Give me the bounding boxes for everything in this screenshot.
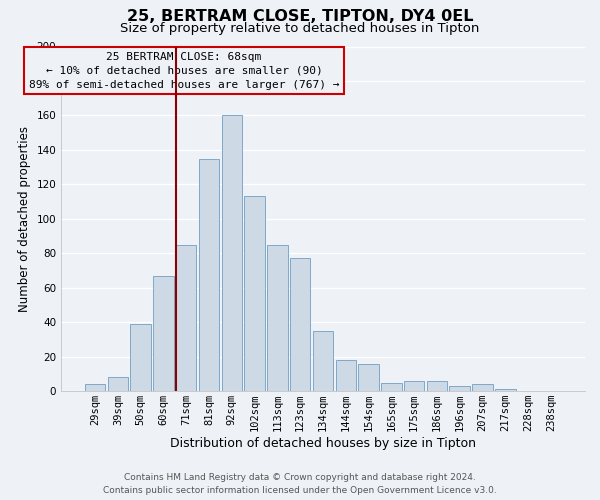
Bar <box>199 158 219 391</box>
Bar <box>244 196 265 391</box>
Bar <box>404 381 424 391</box>
Bar <box>130 324 151 391</box>
Text: Size of property relative to detached houses in Tipton: Size of property relative to detached ho… <box>121 22 479 35</box>
Bar <box>472 384 493 391</box>
Bar <box>381 382 401 391</box>
Bar <box>290 258 310 391</box>
Bar <box>313 331 333 391</box>
Text: 25 BERTRAM CLOSE: 68sqm
← 10% of detached houses are smaller (90)
89% of semi-de: 25 BERTRAM CLOSE: 68sqm ← 10% of detache… <box>29 52 340 90</box>
Bar <box>176 244 196 391</box>
X-axis label: Distribution of detached houses by size in Tipton: Distribution of detached houses by size … <box>170 437 476 450</box>
Bar <box>85 384 106 391</box>
Text: 25, BERTRAM CLOSE, TIPTON, DY4 0EL: 25, BERTRAM CLOSE, TIPTON, DY4 0EL <box>127 9 473 24</box>
Bar <box>267 244 287 391</box>
Bar <box>427 381 447 391</box>
Y-axis label: Number of detached properties: Number of detached properties <box>18 126 31 312</box>
Bar <box>495 390 515 391</box>
Bar <box>449 386 470 391</box>
Bar <box>221 116 242 391</box>
Bar <box>107 378 128 391</box>
Bar <box>335 360 356 391</box>
Bar <box>358 364 379 391</box>
Bar <box>153 276 173 391</box>
Text: Contains HM Land Registry data © Crown copyright and database right 2024.
Contai: Contains HM Land Registry data © Crown c… <box>103 474 497 495</box>
